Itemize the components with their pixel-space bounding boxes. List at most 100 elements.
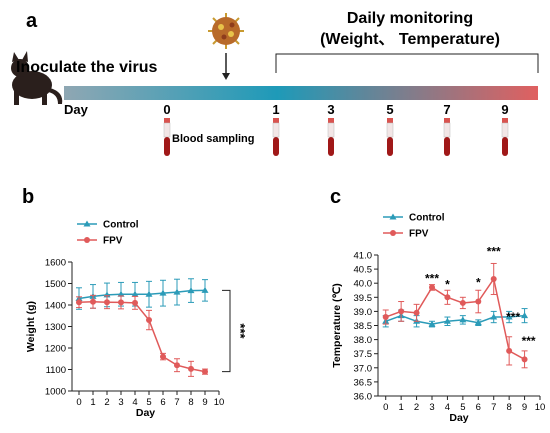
significance-stars: *** xyxy=(522,334,536,348)
blood-tube-icon xyxy=(327,118,335,156)
monitor-title-line1: Daily monitoring xyxy=(347,10,473,27)
y-tick-label: 1600 xyxy=(45,258,66,269)
y-tick-label: 40.0 xyxy=(354,279,373,290)
data-point-fpv xyxy=(444,294,451,301)
day-5-label: 5 xyxy=(386,102,393,117)
data-point-fpv xyxy=(521,356,528,363)
x-axis-label: Day xyxy=(449,412,468,424)
tube-body xyxy=(501,122,509,138)
blood-tube-icon xyxy=(272,118,280,156)
data-point-fpv xyxy=(382,314,389,321)
x-tick-label: 2 xyxy=(104,397,109,408)
tube-cap xyxy=(387,118,393,123)
data-point-fpv xyxy=(76,299,82,306)
x-tick-label: 1 xyxy=(398,402,403,413)
x-tick-label: 10 xyxy=(535,402,546,413)
data-point-control xyxy=(117,290,125,297)
significance-stars: *** xyxy=(506,310,520,324)
data-point-control xyxy=(521,312,529,319)
data-point-fpv xyxy=(413,309,420,316)
significance-bracket xyxy=(222,289,231,373)
y-tick-label: 1400 xyxy=(45,301,66,312)
panel-a-letter: a xyxy=(26,10,38,32)
significance-stars: * xyxy=(445,277,450,291)
blood-tube-icon xyxy=(386,118,394,156)
tube-blood xyxy=(502,137,508,156)
data-point-control xyxy=(201,286,209,293)
tube-body xyxy=(272,122,280,138)
arrow-down-icon xyxy=(222,53,230,80)
x-tick-label: 8 xyxy=(188,397,193,408)
y-axis-label: Temperature (℃) xyxy=(331,283,343,368)
data-point-control xyxy=(443,317,451,324)
data-point-fpv xyxy=(506,347,513,354)
data-point-control xyxy=(187,287,195,294)
data-point-fpv xyxy=(490,275,497,282)
data-point-control xyxy=(474,319,482,326)
data-point-control xyxy=(505,313,513,320)
data-point-fpv xyxy=(429,284,435,291)
legend-label: Control xyxy=(409,213,445,224)
blood-tube-icon xyxy=(163,118,171,156)
tube-blood xyxy=(387,137,393,156)
x-tick-label: 4 xyxy=(445,402,450,413)
data-point-control xyxy=(145,290,153,297)
temperature-chart: 36.0 36.5 37.0 37.5 38.0 38.5 39.0 39.5 40.0 40.5… xyxy=(331,213,545,425)
data-point-fpv xyxy=(118,299,124,306)
x-tick-label: 8 xyxy=(506,402,511,413)
x-tick-label: 7 xyxy=(491,402,496,413)
data-point-control xyxy=(131,290,139,297)
data-point-fpv xyxy=(398,308,405,315)
tube-body xyxy=(163,122,171,138)
significance-stars: *** xyxy=(425,272,439,286)
data-point-control xyxy=(490,313,498,320)
x-tick-label: 6 xyxy=(160,397,165,408)
legend-marker xyxy=(84,237,90,243)
timeline-bar xyxy=(64,86,538,100)
day-7-label: 7 xyxy=(443,102,450,117)
blood-tubes xyxy=(163,118,509,156)
x-tick-label: 2 xyxy=(414,402,419,413)
day-0-label: 0 xyxy=(163,102,170,117)
data-point-fpv xyxy=(174,362,180,369)
tube-blood xyxy=(164,137,170,156)
data-point-control xyxy=(459,316,467,323)
y-tick-label: 39.5 xyxy=(354,293,373,304)
y-tick-label: 41.0 xyxy=(354,251,373,262)
y-tick-label: 1000 xyxy=(45,387,66,398)
y-tick-label: 39.0 xyxy=(354,307,373,318)
tube-body xyxy=(386,122,394,138)
tube-body xyxy=(443,122,451,138)
data-point-fpv xyxy=(104,299,110,306)
legend-label: FPV xyxy=(409,229,429,240)
tube-body xyxy=(327,122,335,138)
tube-cap xyxy=(328,118,334,123)
x-tick-label: 9 xyxy=(202,397,207,408)
x-tick-label: 7 xyxy=(174,397,179,408)
monitor-title-line2: (Weight、 Temperature) xyxy=(320,31,500,48)
day-label: Day xyxy=(64,102,89,117)
x-tick-label: 5 xyxy=(146,397,151,408)
tube-cap xyxy=(164,118,170,123)
day-3-label: 3 xyxy=(327,102,334,117)
data-point-fpv xyxy=(459,299,466,306)
tube-cap xyxy=(273,118,279,123)
legend-marker xyxy=(390,230,396,236)
tube-blood xyxy=(328,137,334,156)
data-point-fpv xyxy=(475,298,482,305)
day-1-label: 1 xyxy=(272,102,279,117)
panel-c-letter: c xyxy=(330,186,341,208)
significance-stars: *** xyxy=(487,244,501,258)
tube-cap xyxy=(444,118,450,123)
x-tick-label: 6 xyxy=(476,402,481,413)
blood-sampling-label: Blood sampling xyxy=(172,133,255,145)
legend-label: Control xyxy=(103,220,139,231)
tube-blood xyxy=(273,137,279,156)
x-axis-label: Day xyxy=(136,407,155,419)
data-point-control xyxy=(173,288,181,295)
y-axis-label: Weight (g) xyxy=(25,301,37,352)
series-line-fpv xyxy=(78,301,206,373)
significance-stars: *** xyxy=(233,323,248,339)
blood-tube-icon xyxy=(501,118,509,156)
